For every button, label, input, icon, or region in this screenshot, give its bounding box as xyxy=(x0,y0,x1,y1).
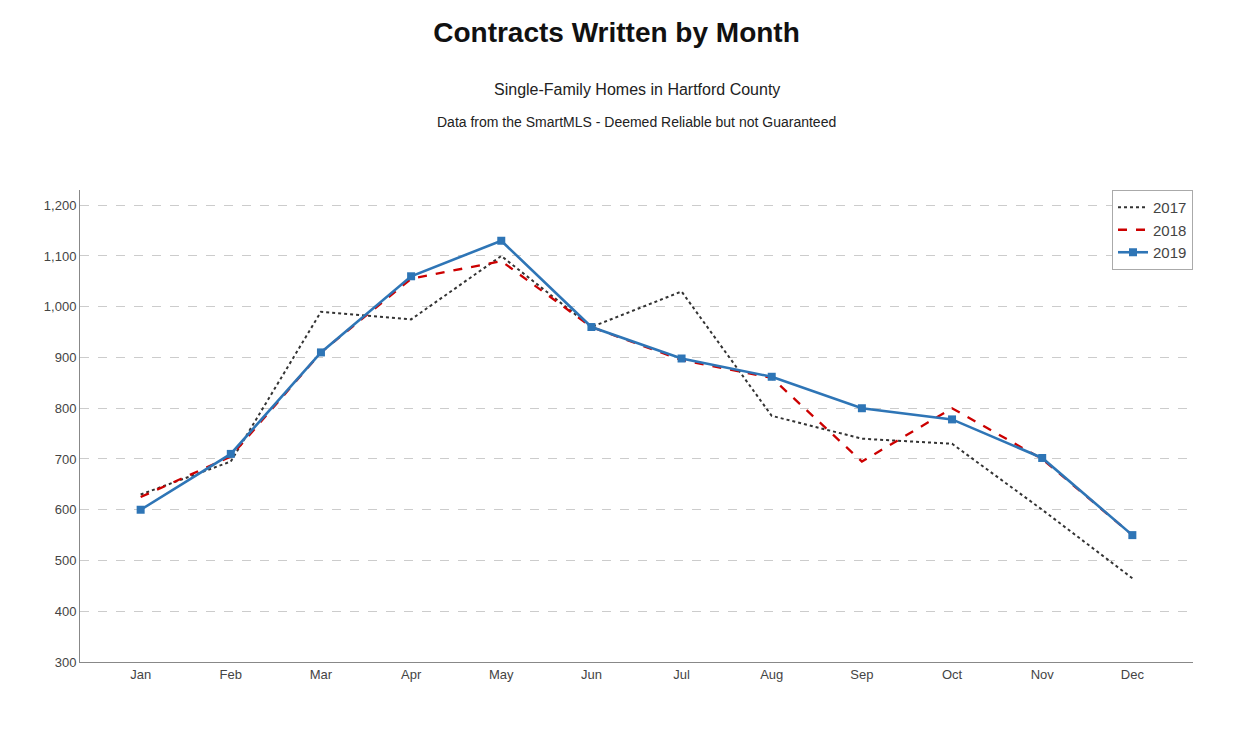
svg-text:400: 400 xyxy=(55,604,77,619)
svg-text:1,200: 1,200 xyxy=(44,198,77,213)
svg-text:Jan: Jan xyxy=(130,667,151,682)
svg-text:500: 500 xyxy=(55,553,77,568)
svg-text:Sep: Sep xyxy=(850,667,873,682)
svg-text:May: May xyxy=(489,667,514,682)
svg-text:Jul: Jul xyxy=(673,667,690,682)
svg-text:Apr: Apr xyxy=(401,667,422,682)
svg-text:2017: 2017 xyxy=(1153,199,1186,216)
svg-text:Contracts Written by Month: Contracts Written by Month xyxy=(433,17,800,48)
svg-text:Data from the SmartMLS - Deeme: Data from the SmartMLS - Deemed Reliable… xyxy=(437,114,836,130)
svg-text:Nov: Nov xyxy=(1031,667,1055,682)
svg-text:Mar: Mar xyxy=(310,667,333,682)
svg-text:1,000: 1,000 xyxy=(44,299,77,314)
svg-text:Single-Family Homes in Hartfor: Single-Family Homes in Hartford County xyxy=(494,81,780,98)
svg-text:2019: 2019 xyxy=(1153,244,1186,261)
svg-text:Oct: Oct xyxy=(942,667,963,682)
svg-text:Dec: Dec xyxy=(1121,667,1145,682)
svg-text:Feb: Feb xyxy=(220,667,242,682)
svg-text:300: 300 xyxy=(55,655,77,670)
svg-text:700: 700 xyxy=(55,452,77,467)
svg-text:2018: 2018 xyxy=(1153,222,1186,239)
svg-text:600: 600 xyxy=(55,502,77,517)
svg-text:Jun: Jun xyxy=(581,667,602,682)
svg-text:900: 900 xyxy=(55,350,77,365)
svg-text:Aug: Aug xyxy=(760,667,783,682)
svg-text:1,100: 1,100 xyxy=(44,249,77,264)
svg-text:800: 800 xyxy=(55,401,77,416)
